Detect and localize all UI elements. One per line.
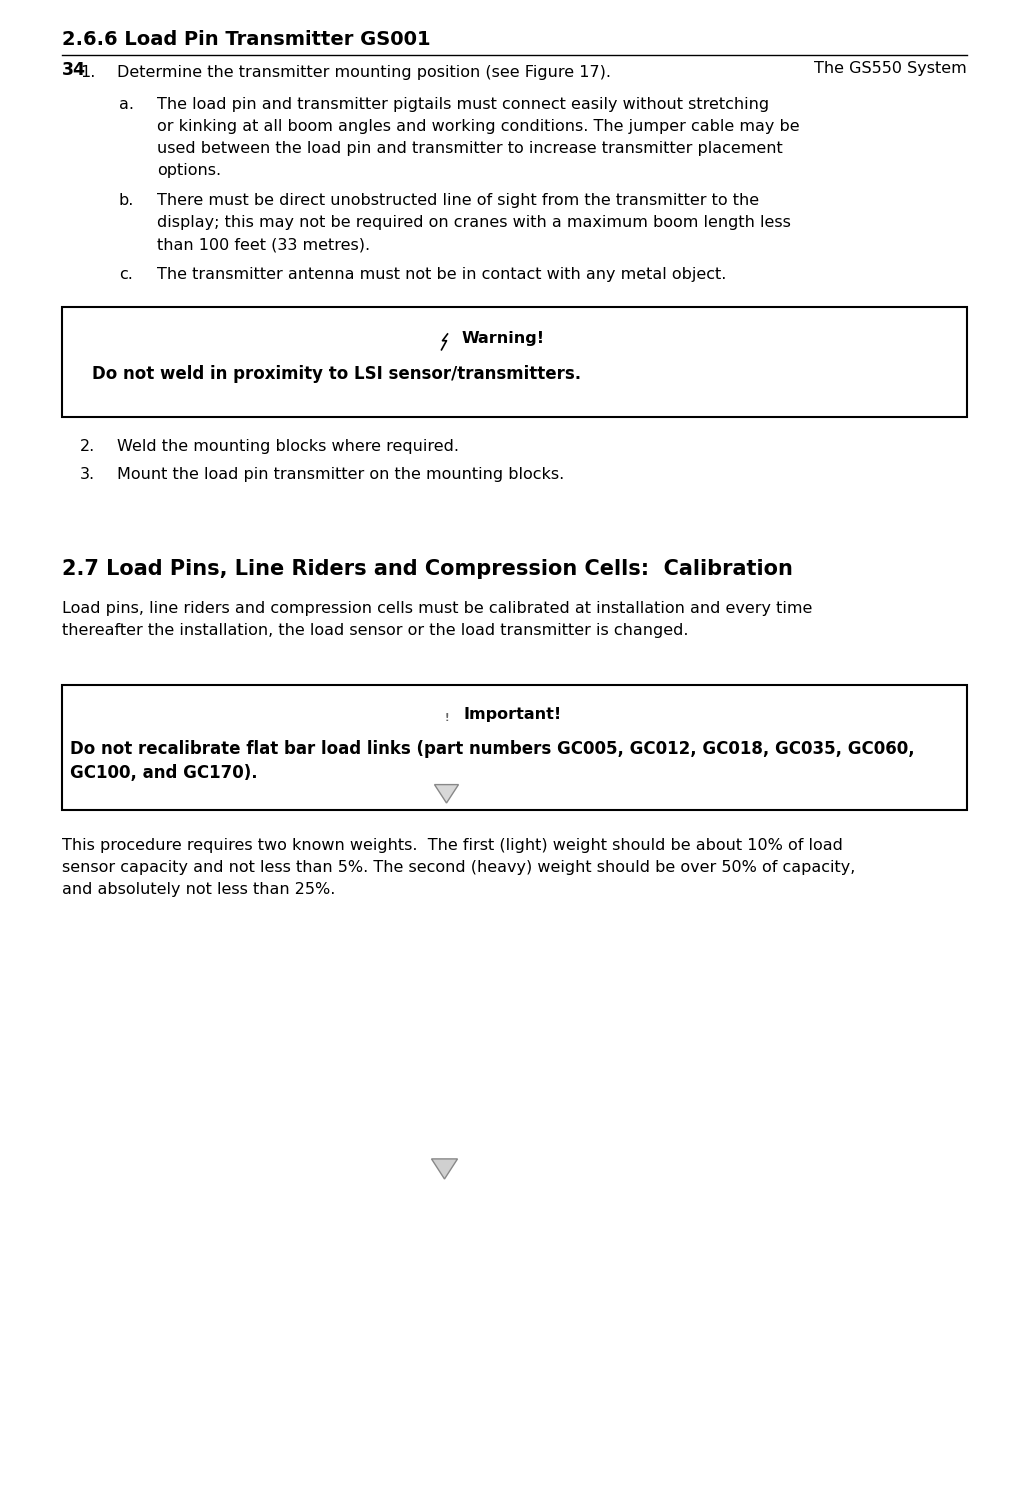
Text: !: ! — [445, 713, 449, 723]
Text: sensor capacity and not less than 5%. The second (heavy) weight should be over 5: sensor capacity and not less than 5%. Th… — [62, 861, 855, 874]
Text: Do not weld in proximity to LSI sensor/transmitters.: Do not weld in proximity to LSI sensor/t… — [92, 365, 581, 384]
Text: There must be direct unobstructed line of sight from the transmitter to the: There must be direct unobstructed line o… — [157, 193, 759, 208]
Text: Warning!: Warning! — [461, 331, 544, 346]
Text: Determine the transmitter mounting position (see Figure 17).: Determine the transmitter mounting posit… — [117, 65, 611, 80]
Text: 1.: 1. — [80, 65, 96, 80]
Text: display; this may not be required on cranes with a maximum boom length less: display; this may not be required on cra… — [157, 214, 791, 230]
Text: c.: c. — [119, 267, 133, 282]
Bar — [62, 307, 967, 417]
Bar — [62, 686, 967, 809]
Text: GC100, and GC170).: GC100, and GC170). — [70, 764, 257, 782]
Text: a.: a. — [119, 97, 134, 112]
Text: 34: 34 — [62, 60, 86, 79]
Text: or kinking at all boom angles and working conditions. The jumper cable may be: or kinking at all boom angles and workin… — [157, 119, 800, 134]
Text: The GS550 System: The GS550 System — [814, 60, 967, 76]
Text: 2.6.6 Load Pin Transmitter GS001: 2.6.6 Load Pin Transmitter GS001 — [62, 30, 430, 48]
Text: than 100 feet (33 metres).: than 100 feet (33 metres). — [157, 237, 370, 252]
Text: and absolutely not less than 25%.: and absolutely not less than 25%. — [62, 882, 335, 897]
Text: Important!: Important! — [463, 707, 562, 722]
Text: The load pin and transmitter pigtails must connect easily without stretching: The load pin and transmitter pigtails mu… — [157, 97, 769, 112]
Text: Do not recalibrate flat bar load links (part numbers GC005, GC012, GC018, GC035,: Do not recalibrate flat bar load links (… — [70, 740, 915, 758]
Text: This procedure requires two known weights.  The first (light) weight should be a: This procedure requires two known weight… — [62, 838, 843, 853]
Text: options.: options. — [157, 163, 221, 178]
Text: The transmitter antenna must not be in contact with any metal object.: The transmitter antenna must not be in c… — [157, 267, 726, 282]
Text: Mount the load pin transmitter on the mounting blocks.: Mount the load pin transmitter on the mo… — [117, 467, 564, 482]
Polygon shape — [434, 785, 459, 803]
Text: b.: b. — [119, 193, 135, 208]
Text: thereafter the installation, the load sensor or the load transmitter is changed.: thereafter the installation, the load se… — [62, 624, 688, 639]
Text: Load pins, line riders and compression cells must be calibrated at installation : Load pins, line riders and compression c… — [62, 601, 812, 616]
Text: used between the load pin and transmitter to increase transmitter placement: used between the load pin and transmitte… — [157, 140, 783, 156]
Polygon shape — [431, 1158, 458, 1179]
Text: Weld the mounting blocks where required.: Weld the mounting blocks where required. — [117, 439, 459, 455]
Text: 2.: 2. — [80, 439, 96, 455]
Text: 3.: 3. — [80, 467, 95, 482]
Text: 2.7 Load Pins, Line Riders and Compression Cells:  Calibration: 2.7 Load Pins, Line Riders and Compressi… — [62, 559, 793, 578]
